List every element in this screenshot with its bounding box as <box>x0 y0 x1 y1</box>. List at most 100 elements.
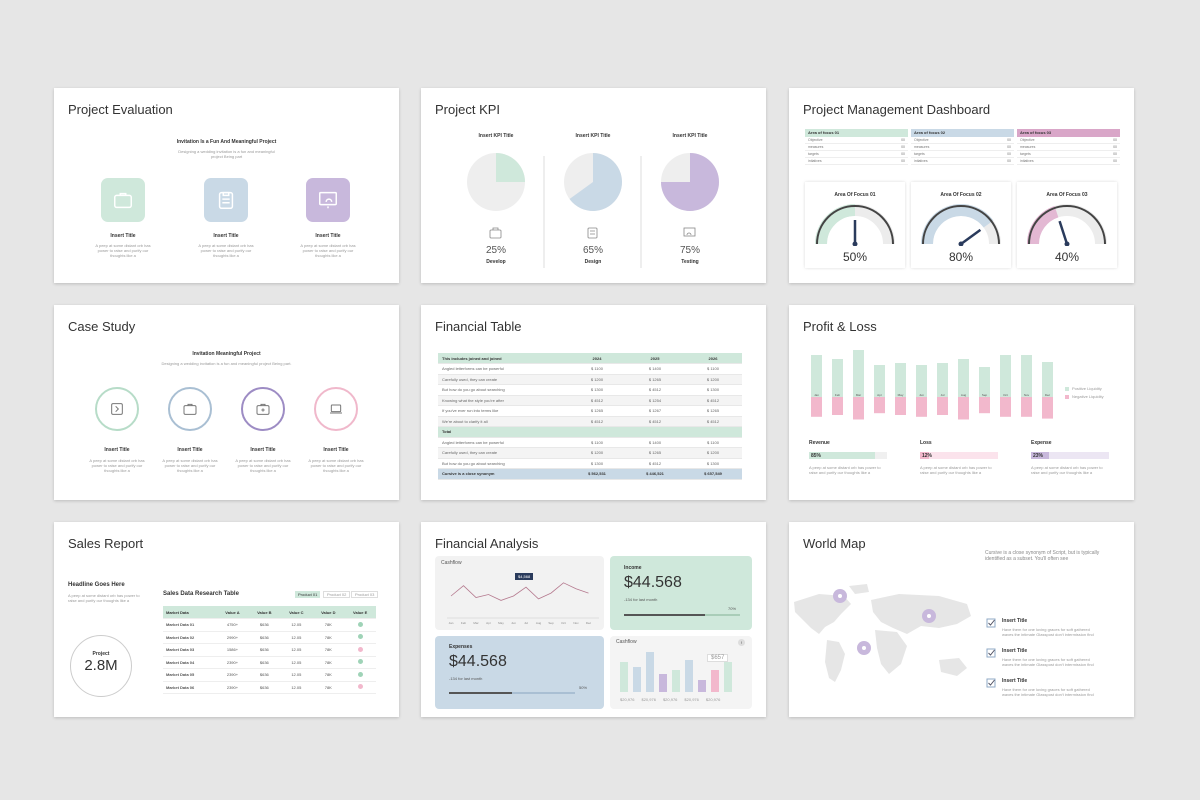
table-row: If you've ever run into terms like $ 1265… <box>438 405 742 417</box>
kpi-percent: 25% <box>485 245 506 256</box>
bar-negative <box>1021 397 1032 417</box>
table-row: Market Data 03 1586+ $636 12.05 78K <box>163 643 376 657</box>
slide-profit-loss[interactable]: Profit & Loss Jan Feb Mar Apr May Jun Jul Aug Se… <box>789 305 1134 500</box>
exit-icon <box>95 387 139 431</box>
card-percent: 70% <box>728 606 737 611</box>
briefcase-icon <box>168 387 212 431</box>
slide-headline: Invitation Meaningful Project <box>192 351 261 357</box>
map-pin[interactable] <box>857 641 871 655</box>
income-card: Income $44.568 -134 for last month 70% <box>610 556 752 630</box>
tick-label: Jun <box>511 621 516 625</box>
tick-label: Dec <box>1045 393 1051 397</box>
bar-positive <box>895 363 906 397</box>
bar-value-label: $657 <box>707 654 729 662</box>
tick-label: Sep <box>548 621 554 625</box>
gauge <box>921 204 1001 246</box>
checkbox-icon <box>986 618 996 628</box>
slide-financial-table[interactable]: Financial Table This includes joined and… <box>421 305 766 500</box>
status-dot <box>357 659 363 665</box>
chart-tooltip: $4,568 <box>515 573 534 580</box>
tab-product-03[interactable]: Product 03 <box>351 591 379 598</box>
slide-title: Financial Table <box>435 319 522 334</box>
tick-label: May <box>898 393 904 397</box>
kpi-percent: 75% <box>679 245 700 256</box>
kpi-pie-slice <box>496 153 525 182</box>
slide-title: Case Study <box>68 319 136 334</box>
focus-row: targets 00 <box>805 151 908 158</box>
gauge-title: Area Of Focus 03 <box>1046 192 1088 198</box>
gauge <box>815 204 895 246</box>
kpi-label: Testing <box>681 259 699 265</box>
info-icon[interactable]: ! <box>738 639 745 646</box>
table-row: Carefully used, they can create $ 1200 $ 1… <box>438 447 742 459</box>
metric-label: Loss <box>920 440 932 446</box>
kpi-pie-slice <box>661 153 719 211</box>
map-pin[interactable] <box>922 609 936 623</box>
item-title: Insert Title <box>250 447 276 453</box>
kpi-title: Insert KPI Title <box>672 133 708 139</box>
tab-product-02[interactable]: Product 02 <box>323 591 351 598</box>
tick-label: Mar <box>473 621 478 625</box>
bar-legend: $20,976 $20,976 $20,976 $20,976 $20,976 <box>620 697 721 702</box>
tab-product-01[interactable]: Product 01 <box>295 591 321 598</box>
tick-label: Jul <box>941 393 945 397</box>
checkbox-icon <box>986 678 996 688</box>
gauge <box>1027 204 1107 246</box>
bar <box>620 662 628 692</box>
gauge-card: Area Of Focus 03 40% <box>1017 182 1117 268</box>
headline-desc: A peep at some distant orb has power to … <box>68 593 140 603</box>
slide-title: Project Management Dashboard <box>803 102 991 117</box>
table-row: We're about to clarify it all $ 4512 $ 451… <box>438 416 742 427</box>
table-footer-row: Cursive is a close synonym $ 562,531 $ 446… <box>438 468 742 480</box>
item-desc: A peep at some distant orb has power to … <box>95 243 151 258</box>
focus-row: Objective 00 <box>1017 137 1120 144</box>
bar <box>646 652 654 692</box>
slide-financial-analysis[interactable]: Financial Analysis Cashflow Jan Feb Mar Apr… <box>421 522 766 717</box>
slide-pm-dashboard[interactable]: Project Management Dashboard Area of foc… <box>789 88 1134 283</box>
table-row: Market Data 06 2390+ $636 12.05 78K <box>163 681 376 694</box>
bar <box>633 667 641 692</box>
slide-project-evaluation[interactable]: Project Evaluation Invitation Is a Fun A… <box>54 88 399 283</box>
gauge-title: Area Of Focus 01 <box>834 192 876 198</box>
tick-label: Apr <box>486 621 491 625</box>
slide-sales-report[interactable]: Sales Report Headline Goes Here A peep a… <box>54 522 399 717</box>
tick-label: Mar <box>856 393 861 397</box>
tick-label: Jul <box>524 621 528 625</box>
table-row: But how do you go about searching $ 1300 $… <box>438 384 742 396</box>
tick-label: Jan <box>449 621 454 625</box>
gauge-card: Area Of Focus 01 50% <box>805 182 905 268</box>
tick-label: May <box>498 621 504 625</box>
bar-positive <box>958 359 969 397</box>
metric-bar <box>1031 452 1109 459</box>
slide-title: World Map <box>803 536 866 551</box>
bar <box>659 674 667 692</box>
bar <box>711 670 719 692</box>
cashflow-bar-card: Cashflow ! $657 $20,976 $20,976 $20,976 $20… <box>610 636 752 709</box>
slide-headline: Invitation Is a Fun And Meaningful Proje… <box>176 139 277 145</box>
kpi-percent: 65% <box>582 245 603 256</box>
kpi-title: Insert KPI Title <box>478 133 514 139</box>
bar-positive <box>874 365 885 397</box>
presentation-icon <box>683 227 696 237</box>
map-pin[interactable] <box>833 589 847 603</box>
status-dot <box>357 684 363 690</box>
kpi-label: Develop <box>486 259 506 265</box>
kpi-pie-slice <box>569 153 622 211</box>
status-dot <box>357 671 363 677</box>
world-map <box>794 584 971 682</box>
bar-positive <box>1042 362 1053 397</box>
tick-label: Nov <box>573 621 579 625</box>
metric-percent: 85% <box>811 453 822 459</box>
slide-project-kpi[interactable]: Project KPI Insert KPI Title Insert KPI … <box>421 88 766 283</box>
legend-item: Positive Liquidity <box>1065 386 1102 391</box>
card-value: $44.568 <box>449 653 507 670</box>
card-label: Expenses <box>449 644 473 650</box>
slide-world-map[interactable]: World Map Cursive is a close synonym of … <box>789 522 1134 717</box>
item-desc: Have them for one loving graces for soft… <box>1002 627 1094 637</box>
kpi-pies <box>467 153 719 268</box>
slide-case-study[interactable]: Case Study Invitation Meaningful Project… <box>54 305 399 500</box>
focus-table: Area of focus 01 Objective 00 measures 00 … <box>805 129 908 165</box>
bar-negative <box>874 397 885 414</box>
